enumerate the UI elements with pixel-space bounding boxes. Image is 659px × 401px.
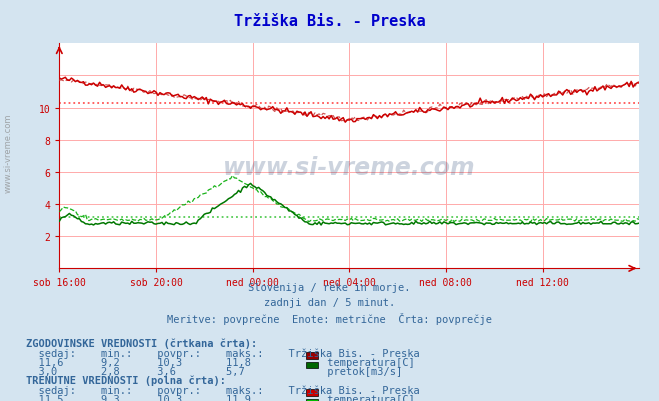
FancyBboxPatch shape bbox=[306, 362, 318, 368]
Text: sedaj:    min.:    povpr.:    maks.:    Tržiška Bis. - Preska: sedaj: min.: povpr.: maks.: Tržiška Bis.… bbox=[26, 348, 420, 358]
FancyBboxPatch shape bbox=[306, 352, 318, 359]
Text: Tržiška Bis. - Preska: Tržiška Bis. - Preska bbox=[234, 14, 425, 29]
Text: Slovenija / reke in morje.: Slovenija / reke in morje. bbox=[248, 283, 411, 293]
Text: 11,6      9,2      10,3       11,8: 11,6 9,2 10,3 11,8 bbox=[26, 357, 251, 367]
Text: www.si-vreme.com: www.si-vreme.com bbox=[223, 156, 476, 180]
Text: zadnji dan / 5 minut.: zadnji dan / 5 minut. bbox=[264, 298, 395, 308]
Text: 3,0       2,8      3,6        5,7: 3,0 2,8 3,6 5,7 bbox=[26, 366, 245, 376]
Text: temperatura[C]: temperatura[C] bbox=[321, 394, 415, 401]
FancyBboxPatch shape bbox=[306, 389, 318, 396]
Text: pretok[m3/s]: pretok[m3/s] bbox=[321, 366, 402, 376]
Text: sedaj:    min.:    povpr.:    maks.:    Tržiška Bis. - Preska: sedaj: min.: povpr.: maks.: Tržiška Bis.… bbox=[26, 385, 420, 395]
Text: www.si-vreme.com: www.si-vreme.com bbox=[3, 113, 13, 192]
Text: ZGODOVINSKE VREDNOSTI (črtkana črta):: ZGODOVINSKE VREDNOSTI (črtkana črta): bbox=[26, 338, 258, 348]
FancyBboxPatch shape bbox=[306, 399, 318, 401]
Text: 11,5      9,3      10,3       11,9: 11,5 9,3 10,3 11,9 bbox=[26, 394, 251, 401]
Text: temperatura[C]: temperatura[C] bbox=[321, 357, 415, 367]
Text: Meritve: povprečne  Enote: metrične  Črta: povprečje: Meritve: povprečne Enote: metrične Črta:… bbox=[167, 312, 492, 324]
Text: TRENUTNE VREDNOSTI (polna črta):: TRENUTNE VREDNOSTI (polna črta): bbox=[26, 375, 226, 385]
